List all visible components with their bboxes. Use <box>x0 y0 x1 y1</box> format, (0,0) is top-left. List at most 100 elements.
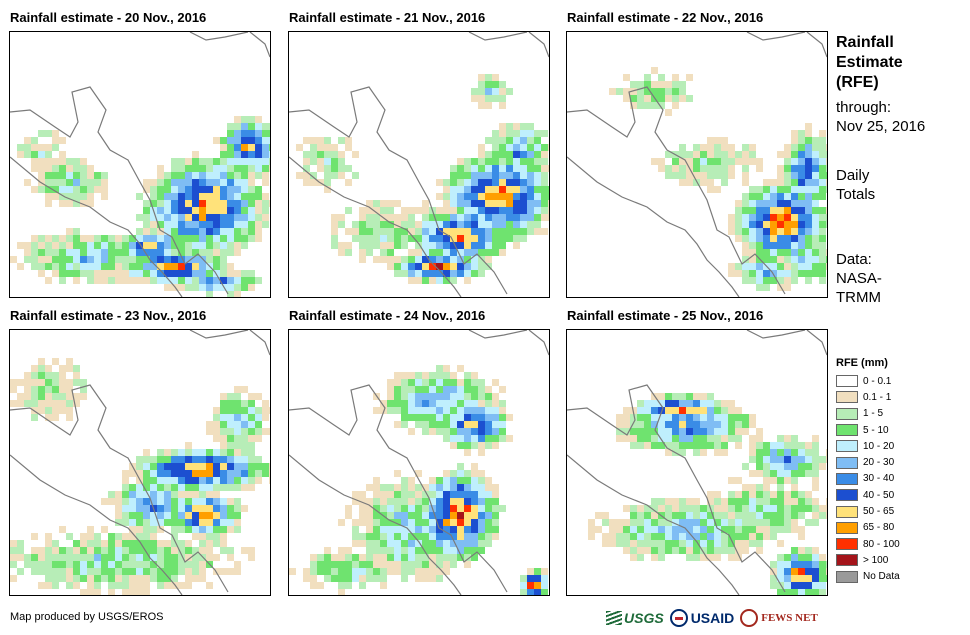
rainfall-cell <box>164 186 171 193</box>
rainfall-cell <box>443 498 450 505</box>
rainfall-cell <box>150 498 157 505</box>
rainfall-cell <box>150 235 157 242</box>
rainfall-cell <box>394 270 401 277</box>
rainfall-cell <box>38 358 45 365</box>
rainfall-cell <box>164 193 171 200</box>
rainfall-cell <box>464 214 471 221</box>
rainfall-cell <box>17 568 24 575</box>
rainfall-cell <box>192 235 199 242</box>
rainfall-cell <box>115 540 122 547</box>
rainfall-cell <box>143 519 150 526</box>
rainfall-cell <box>345 547 352 554</box>
rainfall-cell <box>485 498 492 505</box>
rainfall-cell <box>157 463 164 470</box>
rainfall-cell <box>157 207 164 214</box>
rainfall-cell <box>513 207 520 214</box>
rainfall-cell <box>478 172 485 179</box>
rainfall-cell <box>471 256 478 263</box>
rainfall-cell <box>338 519 345 526</box>
rainfall-cell <box>227 144 234 151</box>
rainfall-cell <box>777 540 784 547</box>
coastline <box>189 32 270 58</box>
rainfall-cell <box>234 200 241 207</box>
rainfall-cell <box>422 540 429 547</box>
rainfall-cell <box>324 575 331 582</box>
rainfall-cell <box>199 172 206 179</box>
rainfall-cell <box>227 470 234 477</box>
rainfall-cell <box>791 561 798 568</box>
rainfall-cell <box>679 435 686 442</box>
rainfall-cell <box>185 561 192 568</box>
rainfall-cell <box>206 221 213 228</box>
rainfall-cell <box>693 158 700 165</box>
rainfall-cell <box>798 449 805 456</box>
rainfall-cell <box>826 512 827 519</box>
rainfall-cell <box>478 512 485 519</box>
rainfall-cell <box>464 421 471 428</box>
rainfall-cell <box>171 477 178 484</box>
rainfall-cell <box>450 477 457 484</box>
rainfall-cell <box>735 547 742 554</box>
rainfall-cell <box>812 158 819 165</box>
rainfall-cell <box>87 575 94 582</box>
rainfall-cell <box>408 519 415 526</box>
rainfall-cell <box>485 74 492 81</box>
rainfall-cell <box>728 540 735 547</box>
rainfall-cell <box>164 470 171 477</box>
rainfall-cell <box>38 158 45 165</box>
rainfall-cell <box>735 435 742 442</box>
rainfall-cell <box>700 172 707 179</box>
rainfall-cell <box>541 179 548 186</box>
rainfall-cell <box>136 249 143 256</box>
rainfall-cell <box>707 435 714 442</box>
rainfall-cell <box>826 561 827 568</box>
rainfall-cell <box>700 393 707 400</box>
rainfall-cell <box>52 372 59 379</box>
rainfall-cell <box>429 498 436 505</box>
rainfall-cell <box>464 526 471 533</box>
rainfall-cell <box>387 249 394 256</box>
rainfall-cell <box>478 249 485 256</box>
rainfall-cell <box>380 491 387 498</box>
rainfall-cell <box>303 137 310 144</box>
rainfall-cell <box>94 554 101 561</box>
rainfall-cell <box>763 200 770 207</box>
rainfall-cell <box>255 393 262 400</box>
rainfall-cell <box>262 207 269 214</box>
rainfall-cell <box>714 137 721 144</box>
rainfall-cell <box>38 407 45 414</box>
rainfall-cell <box>387 228 394 235</box>
rainfall-cell <box>672 88 679 95</box>
rainfall-cell <box>248 547 255 554</box>
rainfall-cell <box>269 151 270 158</box>
rainfall-cell <box>45 400 52 407</box>
rainfall-cell <box>651 442 658 449</box>
rainfall-cell <box>742 491 749 498</box>
rainfall-cell <box>199 263 206 270</box>
rainfall-cell <box>178 449 185 456</box>
rainfall-cell <box>143 491 150 498</box>
rainfall-cell <box>506 193 513 200</box>
rainfall-cell <box>213 484 220 491</box>
rainfall-cell <box>422 386 429 393</box>
rainfall-cell <box>129 582 136 589</box>
rainfall-cell <box>122 512 129 519</box>
rainfall-cell <box>644 435 651 442</box>
rainfall-cell <box>150 263 157 270</box>
rainfall-cell <box>171 491 178 498</box>
rainfall-cell <box>812 137 819 144</box>
rainfall-cell <box>429 414 436 421</box>
rainfall-cell <box>31 263 38 270</box>
rainfall-cell <box>492 172 499 179</box>
rainfall-cell <box>73 179 80 186</box>
rainfall-cell <box>143 456 150 463</box>
rainfall-cell <box>199 179 206 186</box>
rainfall-cell <box>492 137 499 144</box>
rainfall-cell <box>770 263 777 270</box>
rainfall-cell <box>373 235 380 242</box>
rainfall-cell <box>506 214 513 221</box>
rainfall-cell <box>707 421 714 428</box>
rainfall-cell <box>248 277 255 284</box>
rainfall-cell <box>777 228 784 235</box>
rainfall-cell <box>52 379 59 386</box>
